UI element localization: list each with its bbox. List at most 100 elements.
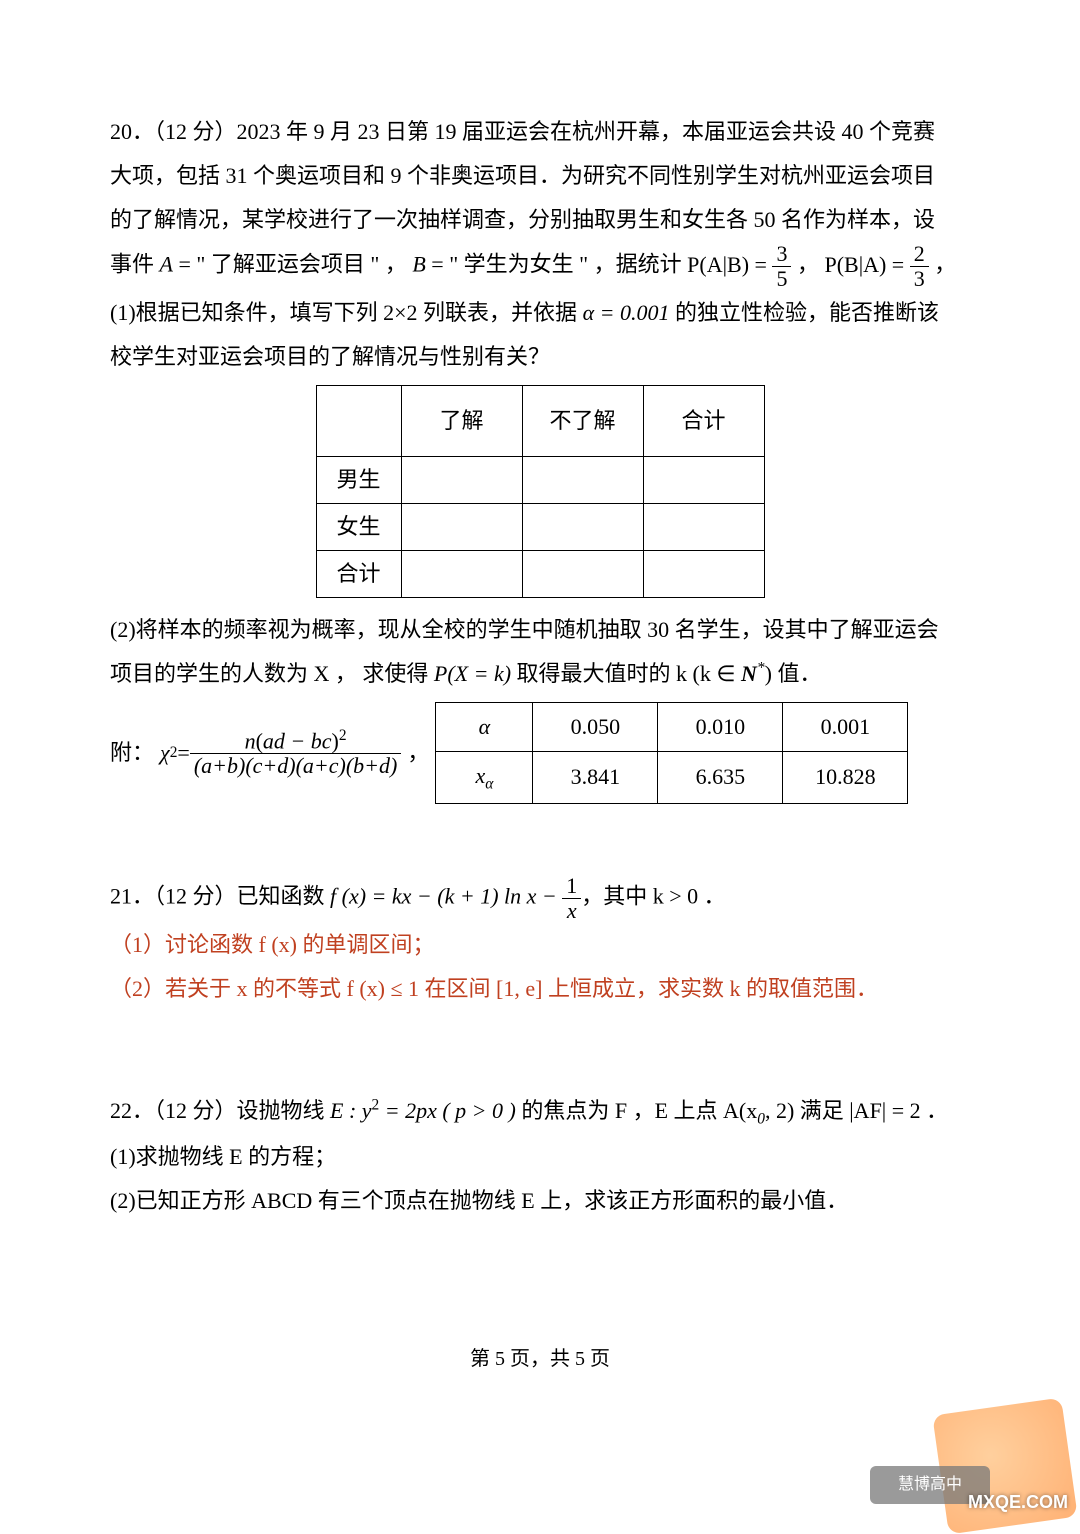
Nstar: N	[741, 661, 757, 686]
table-row: 了解 不了解 合计	[316, 386, 764, 457]
cell-empty	[401, 551, 522, 598]
table-row: α 0.050 0.010 0.001	[436, 703, 908, 752]
comma: ，	[934, 252, 956, 277]
q20-sub2-line1: (2)将样本的频率视为概率，现从全校的学生中随机抽取 30 名学生，设其中了解亚…	[110, 608, 970, 652]
contingency-table: 了解 不了解 合计 男生 女生 合计	[316, 385, 765, 598]
cell-blank	[316, 386, 401, 457]
q20-sub1b: 的独立性检验，能否推断该	[669, 300, 939, 325]
PBA: P(B|A) = 2 3	[824, 252, 934, 277]
chi-eq: =	[177, 731, 189, 775]
cell-male: 男生	[316, 457, 401, 504]
q22-c: 的焦点为 F ，E 上点 A(x	[516, 1098, 757, 1123]
q21-sub2: （2）若关于 x 的不等式 f (x) ≤ 1 在区间 [1, e] 上恒成立，…	[110, 967, 970, 1011]
cell-total-row: 合计	[316, 551, 401, 598]
q21-fx: f (x) = kx − (k + 1) ln x −	[330, 883, 562, 908]
event-A: A	[160, 252, 173, 277]
q20b-a: 项目的学生的人数为 X ， 求使得	[110, 661, 434, 686]
chi-n: n	[245, 728, 256, 753]
q21-a: 21．（12 分）已知函数	[110, 883, 330, 908]
PAB-lhs: P(A|B) =	[687, 252, 772, 277]
cell-empty	[643, 457, 764, 504]
chi-formula: χ2 = n(ad − bc)2 (a+b)(c+d)(a+c)(b+d)	[160, 728, 401, 779]
PAB-frac: 3 5	[772, 242, 791, 291]
q20-line3: 的了解情况，某学校进行了一次抽样调查，分别抽取男生和女生各 50 名作为样本，设	[110, 198, 970, 242]
PAB-num: 3	[772, 242, 791, 267]
chi-num: n(ad − bc)2	[190, 728, 402, 755]
chi-square-block: 附： χ2 = n(ad − bc)2 (a+b)(c+d)(a+c)(b+d)…	[110, 702, 970, 803]
q22-a: 22．（12 分）设抛物线	[110, 1098, 330, 1123]
alpha-010: 0.010	[658, 703, 783, 752]
q21-frac: 1x	[562, 874, 581, 923]
q20-sub1-line2: 校学生对亚运会项目的了解情况与性别有关？	[110, 335, 970, 379]
q21-num: 1	[562, 874, 581, 899]
q22-heading: 22．（12 分）设抛物线 E : y2 = 2px ( p > 0 ) 的焦点…	[110, 1089, 970, 1135]
cell-empty	[643, 551, 764, 598]
comma: ，	[407, 731, 429, 775]
alpha-val: = 0.001	[594, 300, 669, 325]
alpha-001: 0.001	[783, 703, 908, 752]
page-footer: 第 5 页，共 5 页	[110, 1339, 970, 1379]
table-row: 合计	[316, 551, 764, 598]
alpha-050: 0.050	[533, 703, 658, 752]
q20-line2: 大项，包括 31 个奥运项目和 9 个非奥运项目．为研究不同性别学生对杭州亚运会…	[110, 154, 970, 198]
PAB: P(A|B) = 3 5	[687, 252, 797, 277]
rparen: )	[332, 728, 339, 753]
q22-sub1: (1)求抛物线 E 的方程；	[110, 1135, 970, 1179]
event-A-def: = " 了解亚运会项目 " ，	[178, 252, 406, 277]
q21-den: x	[562, 899, 581, 923]
q21-heading: 21．（12 分）已知函数 f (x) = kx − (k + 1) ln x …	[110, 874, 970, 923]
comma: ，	[797, 252, 819, 277]
chi-frac: n(ad − bc)2 (a+b)(c+d)(a+c)(b+d)	[190, 728, 402, 779]
xa-050: 3.841	[533, 752, 658, 803]
cell-known: 了解	[401, 386, 522, 457]
q22-sub2: (2)已知正方形 ABCD 有三个顶点在抛物线 E 上，求该正方形面积的最小值．	[110, 1179, 970, 1223]
lparen: (	[256, 728, 263, 753]
cell-empty	[643, 504, 764, 551]
cell-empty	[401, 504, 522, 551]
table-row: 女生	[316, 504, 764, 551]
event-B: B	[412, 252, 425, 277]
q20-event-prefix: 事件	[110, 252, 160, 277]
PBA-num: 2	[910, 242, 929, 267]
cell-empty	[401, 457, 522, 504]
q22-b: = 2px ( p > 0 )	[379, 1098, 516, 1123]
cell-female: 女生	[316, 504, 401, 551]
watermark-corner: 慧博高中 MXQE.COM	[870, 1406, 1080, 1526]
q20-line1: 20．（12 分）2023 年 9 月 23 日第 19 届亚运会在杭州开幕，本…	[110, 110, 970, 154]
chi-sym: χ	[160, 731, 170, 775]
PAB-den: 5	[772, 267, 791, 291]
PBA-frac: 2 3	[910, 242, 929, 291]
q20-sub1a: (1)根据已知条件，填写下列 2×2 列联表，并依据	[110, 300, 583, 325]
q20b-b: 取得最大值时的 k (k ∈	[511, 661, 741, 686]
chi-sq: 2	[170, 738, 178, 769]
chi-den: (a+b)(c+d)(a+c)(b+d)	[190, 754, 402, 778]
q22-sub0: 0	[757, 1110, 765, 1127]
cell-empty	[522, 504, 643, 551]
xa-010: 6.635	[658, 752, 783, 803]
q21-b: ，其中 k > 0 ．	[581, 883, 725, 908]
q20b-c: ) 值．	[765, 661, 822, 686]
q21-sub1: （1）讨论函数 f (x) 的单调区间；	[110, 923, 970, 967]
cell-unknown: 不了解	[522, 386, 643, 457]
q20-heading-text: 20．（12 分）2023 年 9 月 23 日第 19 届亚运会在杭州开幕，本…	[110, 119, 935, 144]
chi-sq2: 2	[339, 727, 347, 744]
q22-Ey: E : y	[330, 1098, 372, 1123]
q20-sub1-line1: (1)根据已知条件，填写下列 2×2 列联表，并依据 α = 0.001 的独立…	[110, 291, 970, 335]
cell-total: 合计	[643, 386, 764, 457]
PXk: P(X = k)	[434, 661, 511, 686]
cell-empty	[522, 457, 643, 504]
chi-inner: ad − bc	[263, 728, 332, 753]
PBA-lhs: P(B|A) =	[824, 252, 909, 277]
event-B-def: = " 学生为女生 " ，据统计	[431, 252, 687, 277]
mx-watermark: MXQE.COM	[968, 1484, 1068, 1520]
q22-d: , 2) 满足 |AF| = 2 ．	[765, 1098, 948, 1123]
table-row: xα 3.841 6.635 10.828	[436, 752, 908, 803]
x-alpha: x	[475, 763, 485, 788]
x-alpha-sub: α	[485, 776, 493, 793]
chi-prefix: 附：	[110, 731, 154, 775]
xa-001: 10.828	[783, 752, 908, 803]
alpha-head: α	[479, 714, 491, 739]
PBA-den: 3	[910, 267, 929, 291]
cell-empty	[522, 551, 643, 598]
chi-table: α 0.050 0.010 0.001 xα 3.841 6.635 10.82…	[435, 702, 908, 803]
